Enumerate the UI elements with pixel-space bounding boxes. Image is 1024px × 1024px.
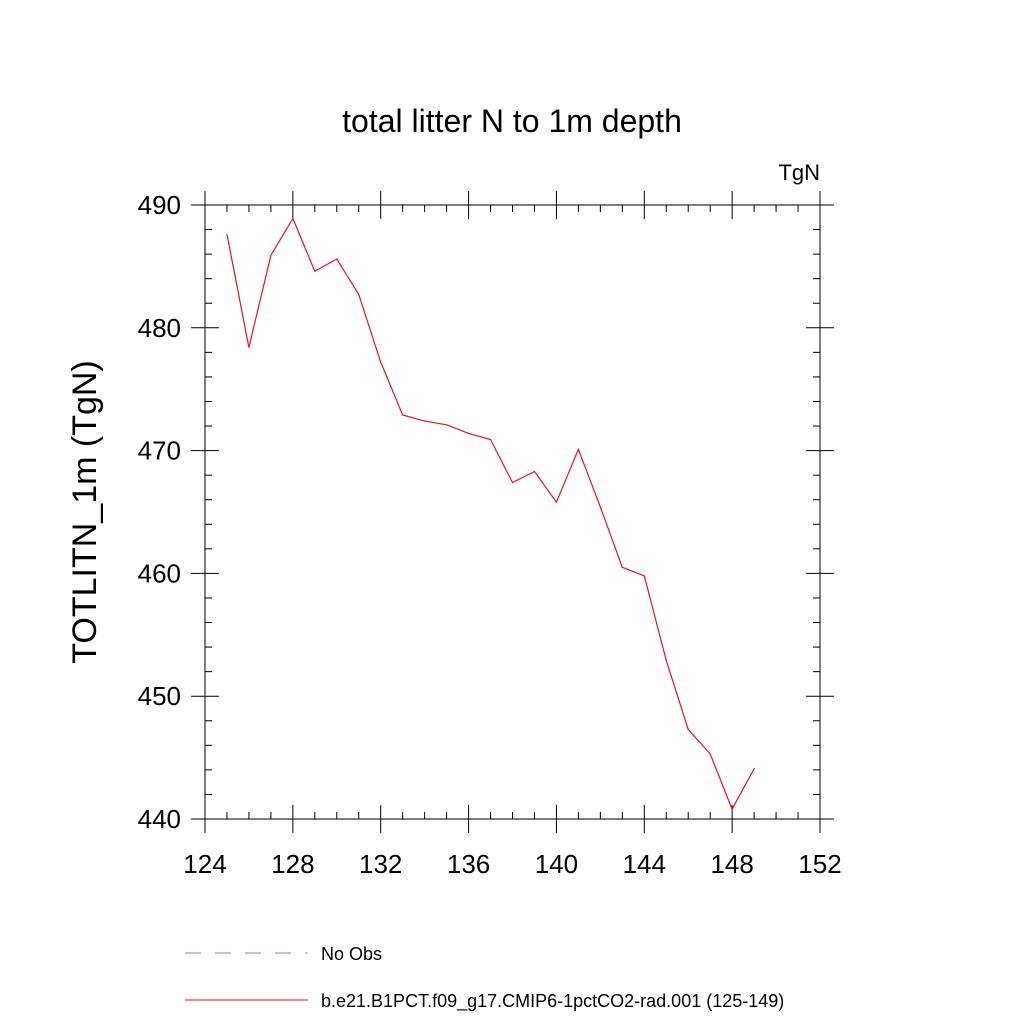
series-point <box>687 728 689 730</box>
series-point <box>599 506 601 508</box>
series-point <box>665 659 667 662</box>
series-point <box>380 361 382 363</box>
series-point <box>402 414 404 416</box>
x-tick-label: 152 <box>798 849 841 879</box>
series-point <box>248 346 250 349</box>
y-tick-label: 490 <box>138 190 181 220</box>
y-tick-label: 440 <box>138 804 181 834</box>
x-tick-label: 148 <box>710 849 753 879</box>
x-tick-label: 124 <box>183 849 226 879</box>
series-point <box>555 501 558 503</box>
series-point <box>489 438 492 441</box>
axis-ticks <box>191 191 834 833</box>
legend-label: No Obs <box>321 944 382 964</box>
series-point <box>424 420 426 422</box>
legend: No Obs b.e21.B1PCT.f09_g17.CMIP6-1pctCO2-… <box>185 944 784 1012</box>
series-line <box>226 217 755 811</box>
series-point <box>643 575 645 577</box>
x-tick-label: 128 <box>271 849 314 879</box>
data-series <box>226 217 755 811</box>
series-point <box>467 432 470 435</box>
series-point <box>270 254 272 256</box>
y-tick-label: 470 <box>138 436 181 466</box>
plot-frame <box>204 204 821 820</box>
x-tick-label: 136 <box>447 849 490 879</box>
x-tick-label: 144 <box>623 849 666 879</box>
series-point <box>753 768 755 770</box>
series-point <box>292 217 294 220</box>
chart-title: total litter N to 1m depth <box>342 103 682 139</box>
series-point <box>621 566 623 568</box>
series-point <box>446 424 448 426</box>
series-point <box>709 753 711 755</box>
axis-tick-labels: 124 128 132 136 140 144 148 152 440 450 460 470 480 4… <box>138 190 842 879</box>
x-tick-label: 140 <box>535 849 578 879</box>
series-point <box>577 448 579 450</box>
y-tick-label: 480 <box>138 313 181 343</box>
series-point <box>336 258 338 260</box>
series-point <box>358 294 360 296</box>
series-point <box>511 481 514 484</box>
legend-label: b.e21.B1PCT.f09_g17.CMIP6-1pctCO2-rad.00… <box>321 991 784 1012</box>
series-point <box>314 270 316 272</box>
y-tick-label: 460 <box>138 558 181 588</box>
series-point <box>731 808 733 810</box>
series-point <box>533 470 536 473</box>
y-axis-label: TOTLITN_1m (TgN) <box>66 360 104 664</box>
y-tick-label: 450 <box>138 681 181 711</box>
series-point <box>226 233 228 236</box>
x-tick-label: 132 <box>359 849 402 879</box>
units-label: TgN <box>778 160 820 185</box>
